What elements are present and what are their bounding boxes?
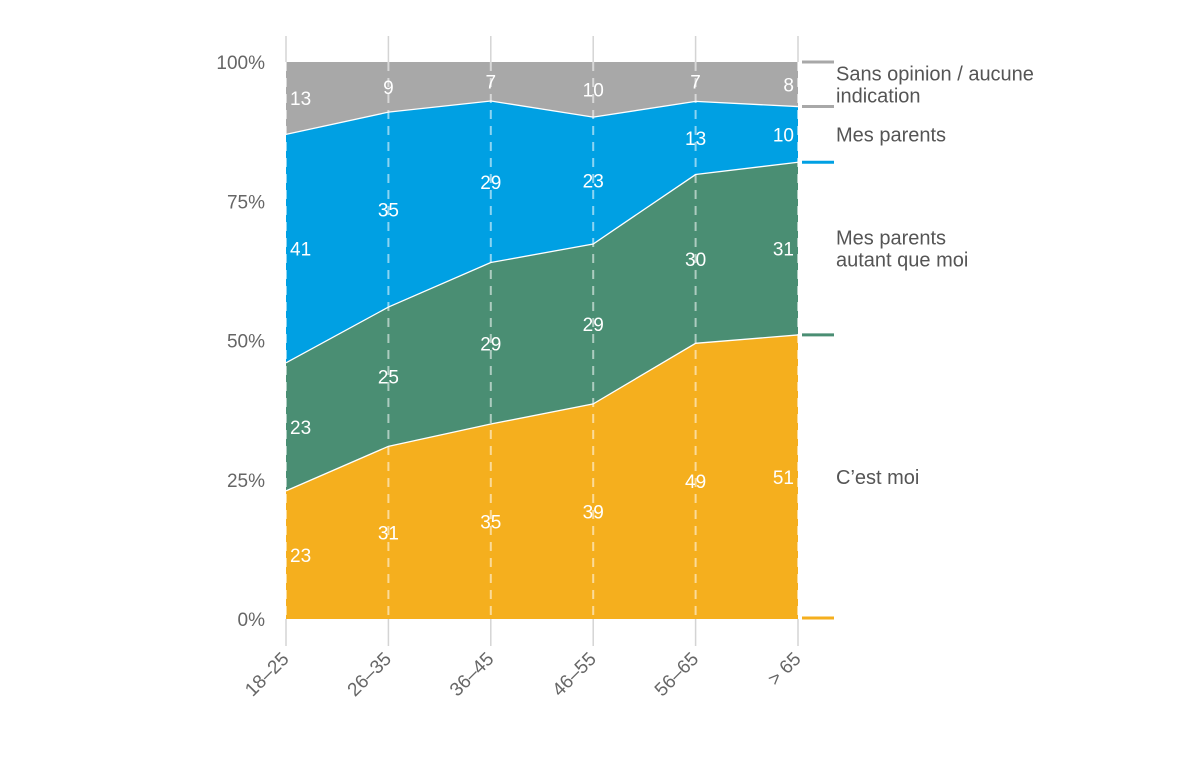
legend-label-mes-parents-autant-que-moi: Mes parents autant que moi (836, 228, 968, 272)
legend-label-sans-opinion-aucune-indication: Sans opinion / aucune indication (836, 63, 1034, 107)
data-label-mes-parents-autant-que-moi-1: 25 (378, 368, 399, 389)
y-tick-label-0: 0% (238, 610, 266, 631)
x-tick-label-5: > 65 (764, 649, 805, 690)
data-labels: 23 31 35 39 49 51 23 25 29 29 30 31 41 35 29 23 13 10 13 9 7… (290, 72, 794, 566)
data-label-cest-moi-0: 23 (290, 546, 311, 567)
x-tick-label-1: 26–35 (344, 649, 396, 701)
data-label-sans-opinion-aucune-indication-5: 8 (783, 75, 794, 96)
y-tick-label-1: 25% (227, 471, 265, 492)
area-sans-opinion-aucune-indication (286, 62, 798, 135)
data-label-cest-moi-1: 31 (378, 524, 399, 545)
boundary-line-mes-parents (285, 100, 799, 136)
data-label-mes-parents-autant-que-moi-0: 23 (290, 418, 311, 439)
legend-line: autant que moi (836, 250, 968, 272)
x-tick-label-4: 56–65 (651, 649, 703, 701)
x-axis: 18–25 26–35 36–45 46–55 56–65 > 65 (241, 649, 805, 701)
data-label-mes-parents-3: 23 (583, 172, 604, 193)
data-label-sans-opinion-aucune-indication-1: 9 (383, 78, 394, 99)
area-mes-parents (286, 100, 798, 363)
data-label-mes-parents-autant-que-moi-2: 29 (480, 334, 501, 355)
y-tick-label-2: 50% (227, 332, 265, 353)
y-tick-label-3: 75% (227, 192, 265, 213)
legend-line: Mes parents (836, 228, 946, 250)
data-label-mes-parents-2: 29 (480, 173, 501, 194)
data-label-mes-parents-0: 41 (290, 240, 311, 261)
data-label-mes-parents-5: 10 (773, 125, 794, 146)
legend-label-cest-moi: C’est moi (836, 467, 919, 489)
data-label-sans-opinion-aucune-indication-2: 7 (486, 72, 497, 93)
boundary-line-cest-moi (285, 334, 799, 492)
data-label-mes-parents-autant-que-moi-5: 31 (773, 240, 794, 261)
legend-line: C’est moi (836, 467, 919, 489)
legend-label-mes-parents: Mes parents (836, 124, 946, 146)
x-tick-label-0: 18–25 (241, 649, 293, 701)
x-tick-label-3: 46–55 (549, 649, 601, 701)
area-layers (285, 62, 799, 619)
y-tick-label-4: 100% (216, 53, 265, 74)
data-label-cest-moi-4: 49 (685, 472, 706, 493)
area-cest-moi (286, 334, 798, 619)
grid-lines (285, 36, 799, 646)
data-label-mes-parents-1: 35 (378, 201, 399, 222)
area-mes-parents-autant-que-moi (286, 162, 798, 491)
data-label-mes-parents-4: 13 (685, 129, 706, 150)
data-label-mes-parents-autant-que-moi-3: 29 (583, 315, 604, 336)
data-label-sans-opinion-aucune-indication-3: 10 (583, 81, 604, 102)
data-label-cest-moi-5: 51 (773, 468, 794, 489)
x-tick-label-2: 36–45 (446, 649, 498, 701)
data-label-sans-opinion-aucune-indication-0: 13 (290, 89, 311, 110)
y-axis: 0% 25% 50% 75% 100% (216, 53, 265, 631)
data-label-sans-opinion-aucune-indication-4: 7 (690, 73, 701, 94)
boundary-line-mes-parents-autant-que-moi (285, 161, 799, 364)
legend-line: indication (836, 85, 921, 107)
legend-line: Sans opinion / aucune (836, 63, 1034, 85)
data-label-cest-moi-3: 39 (583, 502, 604, 523)
legend-line: Mes parents (836, 124, 946, 146)
data-label-cest-moi-2: 35 (480, 513, 501, 534)
data-label-mes-parents-autant-que-moi-4: 30 (685, 250, 706, 271)
